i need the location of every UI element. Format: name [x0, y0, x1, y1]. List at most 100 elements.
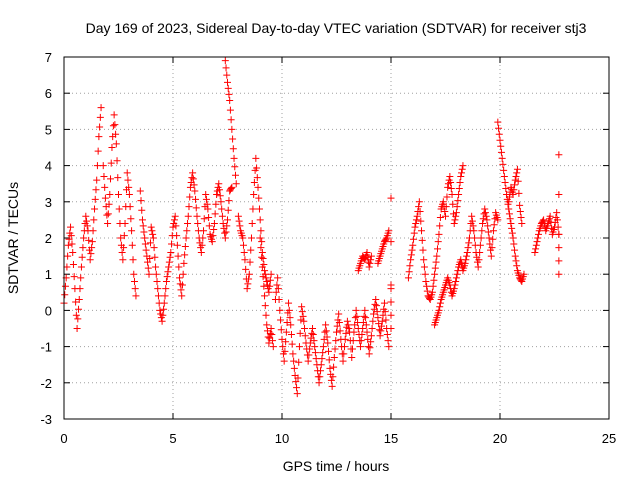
data-point	[484, 222, 492, 230]
data-point	[515, 189, 523, 197]
data-point	[172, 222, 180, 230]
data-point	[513, 165, 521, 173]
data-point	[121, 220, 129, 228]
data-point	[518, 220, 526, 228]
data-point	[382, 316, 390, 324]
data-point	[330, 363, 338, 371]
data-point	[348, 345, 356, 353]
data-point	[517, 276, 525, 284]
data-point	[301, 332, 309, 340]
data-point	[165, 258, 173, 266]
data-point	[450, 220, 458, 228]
data-point	[411, 223, 419, 231]
data-point	[555, 191, 563, 199]
data-point	[310, 337, 318, 345]
data-point	[511, 176, 519, 184]
data-point	[280, 357, 288, 365]
data-point	[105, 200, 113, 208]
data-point	[418, 227, 426, 235]
data-point	[95, 133, 103, 141]
data-point	[262, 274, 270, 282]
data-point	[423, 282, 431, 290]
data-point	[210, 220, 218, 228]
data-point	[555, 270, 563, 278]
data-point	[154, 285, 162, 293]
data-point	[274, 274, 282, 282]
data-point	[173, 241, 181, 249]
data-point	[197, 248, 205, 256]
x-tick-label: 20	[493, 431, 507, 446]
data-point	[555, 230, 563, 238]
data-point	[407, 256, 415, 264]
data-point	[92, 186, 100, 194]
data-point	[204, 205, 212, 213]
data-point	[553, 209, 561, 217]
data-point	[203, 200, 211, 208]
data-point	[447, 185, 455, 193]
data-point	[246, 258, 254, 266]
data-point	[511, 181, 519, 189]
data-point	[216, 186, 224, 194]
data-point	[415, 203, 423, 211]
data-point	[267, 270, 275, 278]
data-point	[228, 125, 236, 133]
data-point	[319, 349, 327, 357]
data-point	[115, 191, 122, 199]
data-point	[293, 384, 301, 392]
x-axis-label: GPS time / hours	[283, 458, 390, 474]
data-point	[258, 253, 266, 261]
data-point	[78, 253, 86, 261]
data-point	[436, 222, 444, 230]
data-point	[156, 306, 164, 314]
data-point	[443, 193, 451, 201]
data-point	[458, 165, 466, 173]
data-point	[103, 211, 111, 219]
data-point	[170, 216, 178, 224]
data-point	[118, 248, 126, 256]
data-point	[306, 339, 314, 347]
data-point	[459, 162, 467, 170]
data-point	[433, 252, 441, 260]
data-point	[186, 183, 194, 191]
data-point	[107, 175, 115, 183]
data-point	[109, 122, 117, 130]
data-point	[407, 251, 415, 259]
data-point	[101, 183, 109, 191]
data-point	[123, 169, 131, 177]
data-point	[261, 267, 269, 275]
data-point	[513, 262, 521, 270]
data-point	[384, 337, 392, 345]
data-point	[148, 227, 156, 235]
x-tick-label: 10	[275, 431, 289, 446]
data-point	[315, 379, 323, 387]
data-point	[240, 248, 248, 256]
data-point	[281, 347, 289, 355]
data-point	[329, 373, 337, 381]
data-point	[199, 234, 207, 242]
data-point	[91, 195, 99, 203]
data-point	[166, 253, 174, 261]
data-point	[479, 220, 487, 228]
data-point	[331, 345, 339, 353]
data-point	[367, 338, 375, 346]
data-point	[511, 252, 519, 260]
data-point	[375, 326, 383, 334]
data-point	[152, 270, 160, 278]
data-point	[90, 216, 98, 224]
data-point	[61, 282, 69, 290]
data-point	[180, 259, 188, 267]
data-point	[130, 270, 138, 278]
data-point	[304, 357, 312, 365]
data-point	[476, 248, 484, 256]
data-point	[429, 282, 437, 290]
data-point	[112, 140, 120, 148]
data-point	[255, 194, 263, 202]
data-point	[330, 353, 338, 361]
data-point	[254, 183, 262, 191]
data-point	[387, 281, 395, 289]
data-point	[323, 333, 331, 341]
data-point	[210, 226, 218, 234]
data-point	[268, 331, 276, 339]
data-point	[219, 220, 227, 228]
